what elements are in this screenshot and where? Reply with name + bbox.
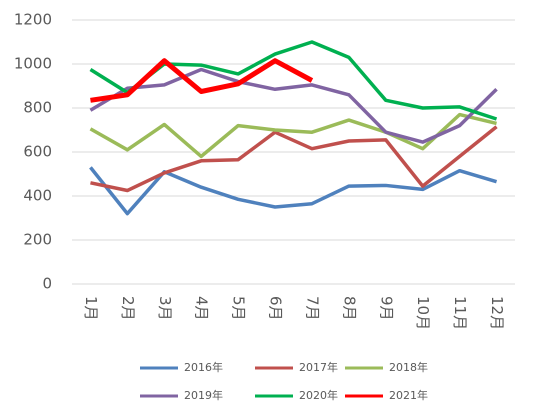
y-tick-label: 1000: [14, 55, 52, 73]
x-tick-label: 7月: [303, 296, 321, 321]
series-line: [90, 125, 498, 193]
series-line: [89, 112, 497, 159]
x-tick-label: 1月: [82, 296, 100, 321]
x-tick-label: 8月: [340, 296, 358, 321]
x-tick-label: 2月: [119, 296, 137, 321]
legend-label: 2021年: [389, 388, 428, 402]
x-tick-label: 3月: [156, 296, 174, 321]
x-tick-label: 9月: [377, 296, 395, 321]
x-tick-label: 11月: [451, 296, 469, 330]
series-line: [89, 166, 498, 216]
legend-label: 2020年: [299, 388, 338, 402]
series-line: [89, 40, 498, 121]
y-tick-label: 200: [23, 231, 52, 249]
y-tick-label: 0: [42, 275, 52, 293]
x-tick-label: 10月: [414, 296, 432, 330]
legend-label: 2019年: [184, 388, 223, 402]
legend-label: 2018年: [389, 360, 428, 374]
x-tick-label: 12月: [488, 296, 506, 330]
x-tick-label: 6月: [267, 296, 285, 321]
x-tick-label: 4月: [193, 296, 211, 321]
y-tick-label: 400: [23, 187, 52, 205]
x-tick-label: 5月: [230, 296, 248, 321]
y-tick-label: 1200: [14, 11, 52, 29]
series-line: [89, 67, 498, 144]
legend-label: 2017年: [299, 360, 338, 374]
series-line: [90, 58, 314, 103]
legend-label: 2016年: [184, 360, 223, 374]
y-tick-label: 800: [23, 99, 52, 117]
y-tick-label: 600: [23, 143, 52, 161]
